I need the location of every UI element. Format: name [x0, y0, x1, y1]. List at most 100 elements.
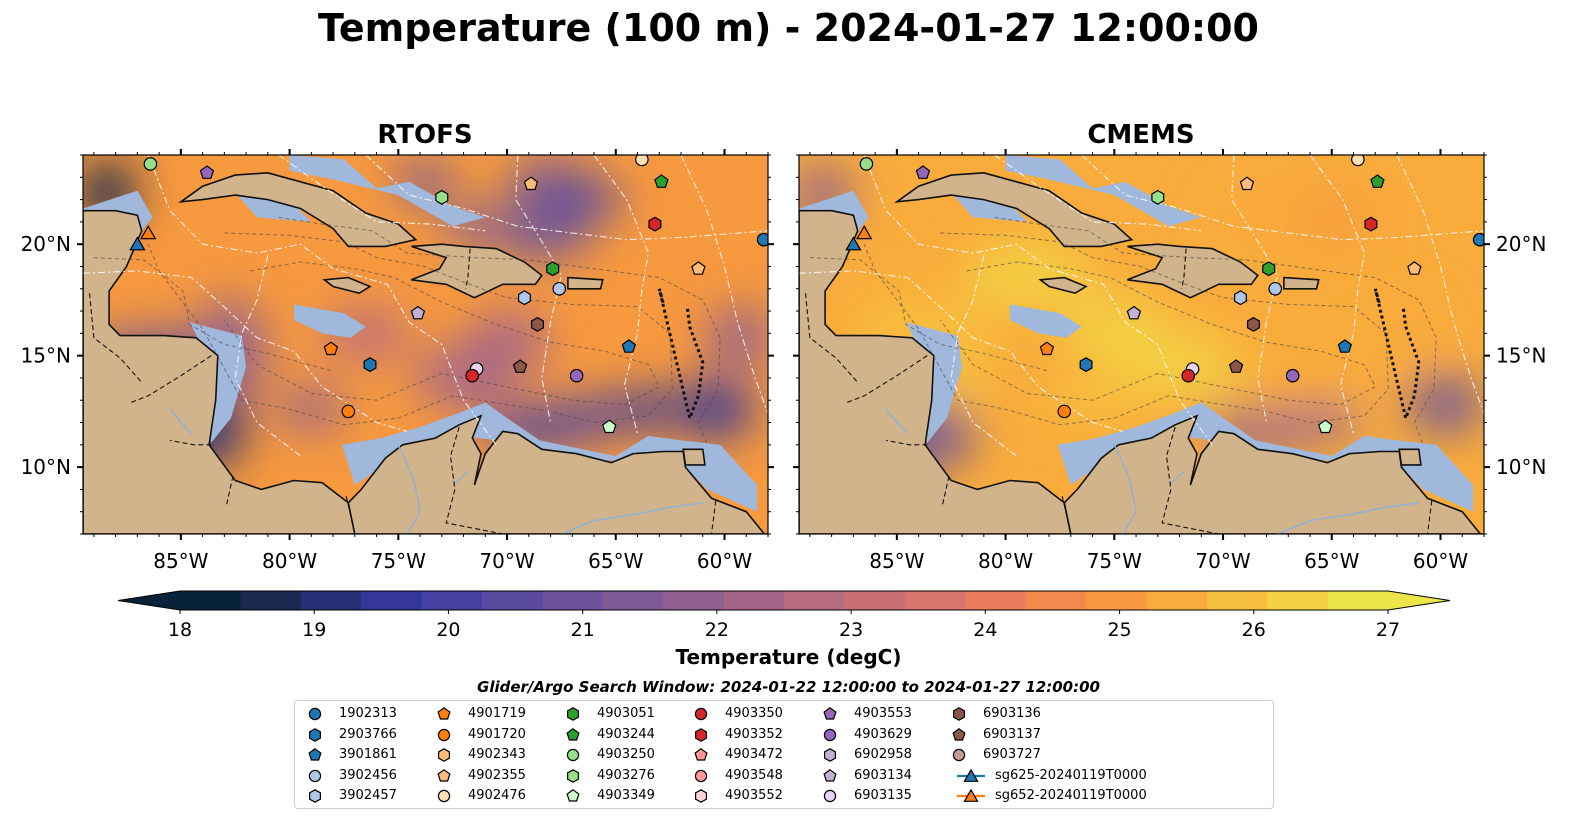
platform-sg625-20240119T0000-23: [129, 236, 146, 251]
temperature-anomaly-4: [1114, 328, 1245, 401]
platform-3902457-11: [1233, 290, 1247, 306]
legend-marker-icon: [823, 768, 837, 782]
country-border-3: [941, 475, 950, 506]
eez-boundary-1: [83, 270, 408, 432]
platform-4903276-4: [435, 189, 449, 205]
legend-marker-icon: [437, 748, 450, 762]
land-hispaniola: [411, 243, 543, 299]
legend-label: sg652-20240119T0000: [995, 788, 1147, 803]
legend-marker-icon: [566, 789, 580, 802]
legend-marker-icon: [957, 788, 985, 802]
temperature-anomaly-9: [1288, 195, 1376, 240]
country-border-4: [345, 495, 354, 524]
legend-label: 6903136: [983, 706, 1041, 721]
platform-1902313-7: [756, 232, 768, 247]
legend-marker-icon: [952, 748, 966, 762]
country-border-1: [846, 355, 928, 404]
depth-contour-2: [994, 216, 1437, 445]
platform-4901720-21: [1057, 404, 1072, 419]
platform-2903766-16: [363, 357, 377, 373]
legend-label: 4903472: [725, 747, 783, 762]
panel-title-rtofs: RTOFS: [377, 120, 473, 150]
legend-label: 4902343: [468, 747, 526, 762]
colorbar-segment-5: [482, 591, 543, 610]
river-3: [452, 471, 469, 486]
country-border-4: [1061, 495, 1070, 524]
colorbar-tick-label-3: 21: [571, 619, 595, 641]
platform-4903276-4: [1151, 189, 1165, 205]
depth-contour-1: [939, 261, 1376, 406]
legend-marker-icon: [823, 728, 837, 741]
colorbar-tick-label-4: 22: [705, 619, 729, 641]
lon-tick-label-3: 70°W: [1195, 549, 1250, 573]
platform-4903051-9: [1262, 261, 1276, 277]
legend-label: 4903352: [725, 726, 783, 742]
legend-marker-icon: [566, 768, 579, 783]
river-2: [885, 408, 909, 435]
eez-boundary-4: [593, 155, 649, 434]
platform-sg652-20240119T0000-24: [140, 225, 157, 240]
temperature-anomaly-15: [276, 386, 347, 432]
legend-marker-icon: [823, 789, 837, 803]
platform-4903350-19: [1181, 368, 1196, 383]
legend-marker-icon: [952, 727, 966, 741]
platform-4903629-20: [1285, 368, 1300, 383]
legend-label: 4903629: [854, 726, 912, 742]
legend-label: 4903552: [725, 788, 783, 803]
platform-4903250-0: [143, 157, 158, 171]
platform-3902457-11: [517, 290, 531, 306]
temperature-anomaly-4: [496, 206, 592, 260]
country-border-5: [1161, 426, 1219, 534]
platform-4903051-9: [546, 261, 560, 277]
platform-4902476-2: [635, 155, 649, 167]
colorbar-segment-3: [361, 591, 423, 610]
colorbar-segment-12: [904, 591, 966, 610]
land-cuba: [178, 171, 418, 248]
legend-marker-icon: [823, 748, 836, 762]
country-border-6: [710, 500, 717, 534]
eez-boundary-5: [1396, 155, 1484, 414]
platform-3901861-14: [621, 339, 637, 353]
platform-4902476-2: [1351, 155, 1365, 167]
legend-label: 4903276: [597, 767, 655, 783]
colorbar-tick-label-1: 19: [302, 619, 326, 641]
legend-label: 6902958: [854, 747, 912, 762]
lat-tick-label-0: 20°N: [21, 232, 71, 256]
eez-boundary-7: [950, 255, 1017, 457]
river-0: [1113, 444, 1137, 534]
eez-boundary-7: [234, 255, 301, 457]
depth-contour-1: [223, 261, 660, 406]
colorbar-tick-label-6: 24: [973, 619, 997, 641]
legend-label: 4903250: [597, 747, 655, 762]
colorbar-segment-8: [663, 591, 725, 610]
eez-boundary-0: [147, 155, 497, 446]
platform-4903629-20: [569, 368, 584, 383]
legend-marker-icon: [308, 789, 321, 803]
land-cuba: [894, 171, 1134, 248]
map-panel-cmems: 85°W 80°W 75°W 70°W 65°W 60°W 20°N 15°N 10°N: [793, 149, 1546, 573]
legend-marker-icon: [437, 789, 451, 803]
map-frame: [798, 154, 1485, 535]
legend-marker-icon: [823, 707, 837, 720]
lat-tick-label-2: 10°N: [1496, 455, 1546, 479]
land-trinidad: [1398, 448, 1422, 466]
colorbar-segment-2: [300, 591, 362, 610]
colorbar-tick-label-9: 27: [1376, 619, 1400, 641]
depth-contour-2: [278, 216, 721, 445]
lat-tick-label-1: 15°N: [21, 344, 71, 368]
lon-tick-label-4: 65°W: [1304, 549, 1359, 573]
colorbar-segment-7: [602, 591, 664, 610]
legend-marker-icon: [957, 768, 985, 782]
legend-label: 2903766: [339, 726, 397, 742]
lon-tick-label-1: 80°W: [978, 549, 1033, 573]
platform-4902355-5: [523, 176, 539, 191]
legend-label: 6903727: [983, 747, 1041, 762]
temperature-anomaly-10: [704, 306, 768, 369]
country-border-7: [1181, 248, 1187, 289]
legend-marker-icon: [566, 727, 580, 741]
platform-markers: [845, 155, 1484, 434]
platform-sg652-20240119T0000-24: [856, 225, 873, 240]
platform-6903136-13: [530, 316, 545, 332]
land-jamaica: [322, 276, 372, 295]
legend-label: 6903134: [854, 767, 912, 783]
